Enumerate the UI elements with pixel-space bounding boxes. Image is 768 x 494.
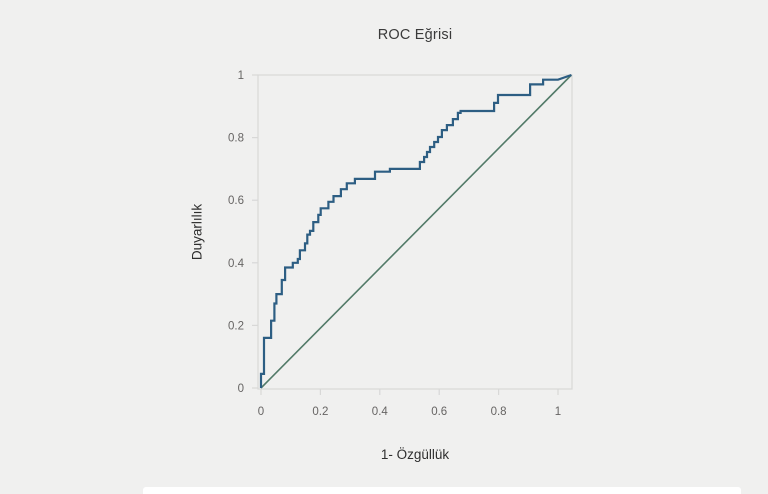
roc-curve-line <box>259 73 572 388</box>
y-tick-label: 0.6 <box>228 195 244 207</box>
chart-title: ROC Eğrisi <box>377 27 453 43</box>
x-axis-label: 1- Özgüllük <box>380 447 450 462</box>
y-tick-label: 0.2 <box>228 320 244 332</box>
x-tick-label: 0.6 <box>431 406 447 418</box>
bottom-panel-edge <box>143 487 741 494</box>
x-tick-label: 0 <box>258 406 264 418</box>
x-tick-label: 1 <box>555 406 561 418</box>
y-tick-label: 1 <box>238 70 244 82</box>
y-tick-label: 0 <box>238 383 244 395</box>
plot-frame <box>257 74 573 390</box>
diagonal-reference-line <box>260 74 572 389</box>
x-tick-label: 0.4 <box>372 406 389 418</box>
x-tick-label: 0.2 <box>312 406 328 418</box>
x-tick-label: 0.8 <box>491 406 507 418</box>
y-tick-label: 0.8 <box>228 133 244 145</box>
y-tick-label: 0.4 <box>228 258 245 270</box>
